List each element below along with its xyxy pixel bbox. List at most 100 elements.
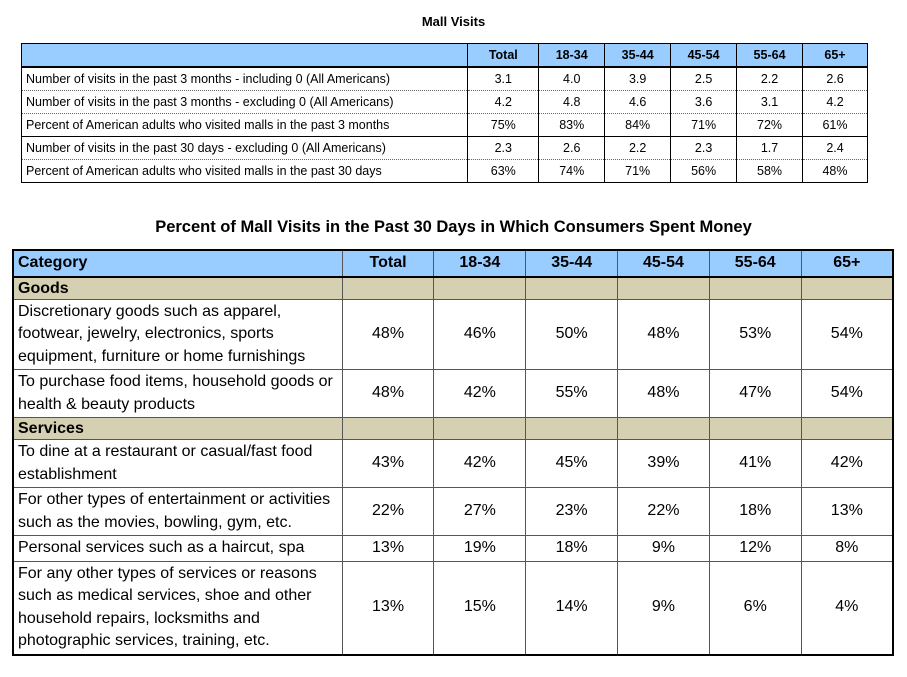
table-cell: 48% — [341, 369, 435, 418]
table-row: Number of visits in the past 3 months - … — [20, 66, 868, 91]
section-spacer — [617, 276, 710, 300]
table-row: To purchase food items, household goods … — [12, 369, 894, 418]
table-cell: 14% — [525, 560, 619, 655]
section-spacer — [800, 276, 894, 300]
table-cell: 2.3 — [670, 136, 738, 160]
table-cell: 15% — [433, 560, 527, 655]
table-row: To dine at a restaurant or casual/fast f… — [12, 439, 894, 488]
column-header: Total — [467, 43, 540, 68]
table-cell: 84% — [604, 113, 672, 137]
section-spacer — [433, 417, 527, 440]
column-header: 55-64 — [736, 43, 804, 68]
table-row: Personal services such as a haircut, spa… — [12, 535, 894, 562]
table-cell: 2.2 — [604, 136, 672, 160]
table-cell: 9% — [617, 535, 710, 562]
table-cell: 18% — [525, 535, 619, 562]
table-header-row: Category Total 18-34 35-44 45-54 55-64 6… — [12, 249, 894, 278]
table-row: Percent of American adults who visited m… — [20, 113, 868, 137]
row-label: Number of visits in the past 3 months - … — [20, 90, 469, 114]
table-header-row: Total 18-34 35-44 45-54 55-64 65+ — [20, 43, 868, 68]
table-cell: 13% — [341, 560, 435, 655]
table-cell: 53% — [708, 298, 802, 370]
table-cell: 18% — [708, 487, 802, 536]
table-cell: 3.9 — [604, 66, 672, 91]
table-row: Discretionary goods such as apparel, foo… — [12, 298, 894, 370]
section-spacer — [617, 417, 710, 440]
table-cell: 3.6 — [670, 90, 738, 114]
table-cell: 42% — [800, 439, 894, 488]
row-label: To dine at a restaurant or casual/fast f… — [12, 439, 343, 488]
table-cell: 9% — [617, 560, 710, 655]
section-spacer — [800, 417, 894, 440]
table-cell: 50% — [525, 298, 619, 370]
column-header: 35-44 — [604, 43, 672, 68]
column-header: Category — [12, 249, 343, 278]
table-cell: 39% — [617, 439, 710, 488]
section-label: Services — [12, 417, 343, 440]
table-cell: 48% — [341, 298, 435, 370]
section-spacer — [708, 417, 802, 440]
table-cell: 12% — [708, 535, 802, 562]
table-cell: 42% — [433, 439, 527, 488]
table-cell: 8% — [800, 535, 894, 562]
table-row: Number of visits in the past 3 months - … — [20, 90, 868, 114]
row-label: To purchase food items, household goods … — [12, 369, 343, 418]
table-cell: 2.6 — [538, 136, 606, 160]
row-label: Percent of American adults who visited m… — [20, 159, 469, 183]
table-cell: 74% — [538, 159, 606, 183]
table-row: Number of visits in the past 30 days - e… — [20, 136, 868, 160]
table-cell: 2.2 — [736, 66, 804, 91]
column-header: 35-44 — [525, 249, 619, 278]
column-header: 45-54 — [617, 249, 710, 278]
row-label: For any other types of services or reaso… — [12, 560, 343, 655]
section-spacer — [341, 276, 435, 300]
table-cell: 48% — [617, 369, 710, 418]
table-cell: 42% — [433, 369, 527, 418]
section-label: Goods — [12, 276, 343, 300]
table-cell: 63% — [467, 159, 540, 183]
table-cell: 4.8 — [538, 90, 606, 114]
table-cell: 4.6 — [604, 90, 672, 114]
table-cell: 6% — [708, 560, 802, 655]
table-cell: 47% — [708, 369, 802, 418]
table-cell: 83% — [538, 113, 606, 137]
table-cell: 48% — [802, 159, 868, 183]
column-header: Total — [341, 249, 435, 278]
section-spacer — [708, 276, 802, 300]
column-header: 65+ — [800, 249, 894, 278]
table-cell: 61% — [802, 113, 868, 137]
mall-visits-title: Mall Visits — [421, 14, 486, 29]
section-spacer — [525, 276, 619, 300]
section-header-goods: Goods — [12, 276, 894, 300]
table-cell: 4.2 — [802, 90, 868, 114]
table-cell: 22% — [341, 487, 435, 536]
table-cell: 27% — [433, 487, 527, 536]
table-cell: 2.6 — [802, 66, 868, 91]
table-cell: 72% — [736, 113, 804, 137]
column-header — [20, 43, 469, 68]
table-cell: 2.3 — [467, 136, 540, 160]
column-header: 45-54 — [670, 43, 738, 68]
table-cell: 13% — [800, 487, 894, 536]
table-cell: 3.1 — [467, 66, 540, 91]
column-header: 55-64 — [708, 249, 802, 278]
table-cell: 71% — [604, 159, 672, 183]
row-label: Number of visits in the past 30 days - e… — [20, 136, 469, 160]
column-header: 18-34 — [538, 43, 606, 68]
spending-table: Category Total 18-34 35-44 45-54 55-64 6… — [12, 249, 894, 656]
table-cell: 1.7 — [736, 136, 804, 160]
column-header: 65+ — [802, 43, 868, 68]
row-label: Number of visits in the past 3 months - … — [20, 66, 469, 91]
spending-table-title: Percent of Mall Visits in the Past 30 Da… — [155, 218, 752, 236]
section-header-services: Services — [12, 417, 894, 440]
table-cell: 58% — [736, 159, 804, 183]
table-cell: 71% — [670, 113, 738, 137]
column-header: 18-34 — [433, 249, 527, 278]
table-row: For other types of entertainment or acti… — [12, 487, 894, 536]
row-label: Personal services such as a haircut, spa — [12, 535, 343, 562]
section-spacer — [525, 417, 619, 440]
section-spacer — [341, 417, 435, 440]
table-cell: 45% — [525, 439, 619, 488]
table-cell: 4.0 — [538, 66, 606, 91]
row-label: Percent of American adults who visited m… — [20, 113, 469, 137]
